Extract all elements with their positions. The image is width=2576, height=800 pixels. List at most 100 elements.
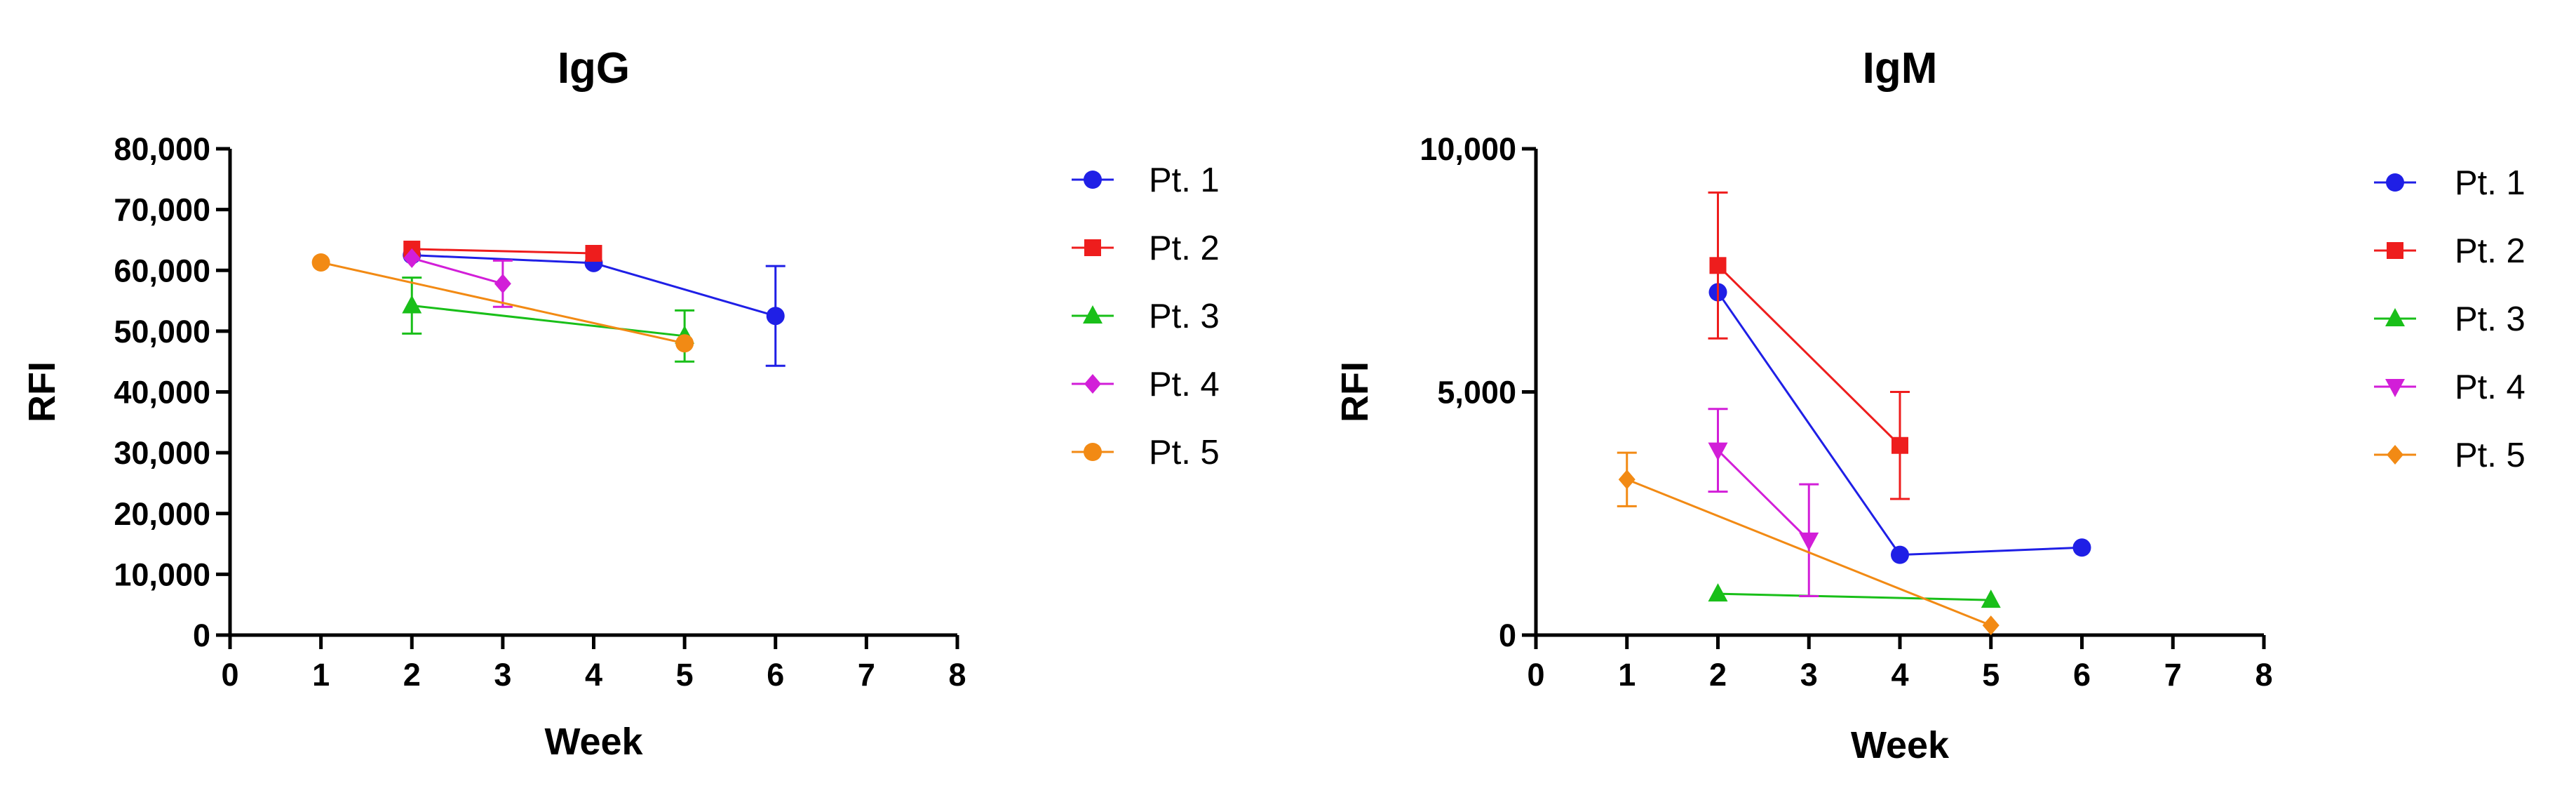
chart-title: IgG [558,44,630,93]
series-pt-1 [403,246,785,367]
series-pt-5 [1617,451,2000,636]
legend-label: Pt. 3 [2455,300,2526,338]
x-tick-label: 6 [2073,657,2091,693]
series-pt-3 [1708,583,2001,608]
legend-item-pt-4: Pt. 4 [2374,368,2526,406]
legend-item-pt-2: Pt. 2 [1072,229,1220,267]
y-tick-label: 5,000 [1437,375,1516,411]
data-point [1799,532,1819,551]
chart-panel-1: IgG 0 1 2 3 4 5 6 7 8 0 10,000 20,000 30,000 40,000 50,… [21,44,1220,763]
series-line [412,305,685,338]
data-point [494,274,511,294]
legend-label: Pt. 2 [1149,229,1220,267]
y-tick-label: 50,000 [114,314,210,349]
data-point [1891,545,1909,564]
data-point [311,253,330,272]
chart-title: IgM [1863,44,1938,93]
y-tick-label: 30,000 [114,435,210,471]
data-point [766,307,785,326]
data-point [585,244,602,262]
data-point [1891,436,1908,454]
data-point [1982,615,2000,636]
legend-item-pt-5: Pt. 5 [2374,436,2526,474]
legend-marker [2385,379,2405,397]
x-tick-label: 3 [494,657,511,693]
series-line [1717,265,1901,446]
y-tick-label: 10,000 [114,556,210,592]
data-point [403,248,421,268]
series-pt-2 [1708,191,1910,500]
data-point [2072,538,2091,557]
legend-item-pt-1: Pt. 1 [2374,164,2526,202]
x-tick-label: 5 [1982,657,2000,693]
x-tick-label: 4 [1891,657,1908,693]
x-tick-label: 4 [585,657,602,693]
data-point [675,334,694,353]
legend-label: Pt. 4 [2455,368,2526,406]
x-axis-label: Week [544,721,643,763]
series-pt-4 [403,248,513,308]
series-line [1718,592,1991,601]
legend-item-pt-1: Pt. 1 [1072,161,1220,199]
x-tick-label: 2 [403,657,421,693]
legend-marker [1084,171,1102,189]
y-tick-label: 80,000 [114,131,210,167]
x-tick-label: 6 [767,657,784,693]
x-tick-label: 1 [312,657,330,693]
x-tick-label: 3 [1800,657,1818,693]
legend-marker [2385,308,2405,326]
series-pt-5 [311,253,694,353]
y-tick-label: 10,000 [1420,131,1516,167]
series-line [412,248,594,255]
y-axis-label: RFI [21,361,63,422]
x-tick-label: 7 [2164,657,2182,693]
data-point [1618,469,1636,490]
x-tick-label: 8 [2255,657,2272,693]
x-tick-label: 0 [1527,657,1544,693]
x-tick-label: 5 [676,657,694,693]
legend-label: Pt. 1 [1149,161,1220,199]
legend-marker [1084,443,1102,461]
legend-item-pt-5: Pt. 5 [1072,434,1220,472]
y-axis-label: RFI [1334,361,1376,422]
legend-item-pt-4: Pt. 4 [1072,366,1220,404]
legend-label: Pt. 3 [1149,298,1220,335]
legend-marker [2387,242,2403,259]
legend-item-pt-2: Pt. 2 [2374,232,2526,270]
x-tick-label: 8 [948,657,966,693]
y-tick-label: 0 [193,618,210,653]
legend-label: Pt. 5 [1149,434,1220,472]
y-tick-label: 40,000 [114,375,210,411]
legend-item-pt-3: Pt. 3 [1072,298,1220,335]
series-pt-4 [1708,408,1819,598]
legend-label: Pt. 1 [2455,164,2526,202]
legend-item-pt-3: Pt. 3 [2374,300,2526,338]
x-tick-label: 1 [1618,657,1636,693]
y-tick-label: 0 [1499,618,1516,653]
legend-marker [1083,305,1102,324]
series-line [1717,449,1810,541]
legend-marker [1084,239,1101,256]
data-point [402,295,422,314]
series-line [411,257,504,285]
data-point [1709,257,1727,274]
series-line [1626,478,1992,627]
data-point [1708,442,1728,461]
x-axis-label: Week [1851,724,1950,766]
data-point [1708,583,1728,602]
series-pt-2 [403,240,602,262]
legend-label: Pt. 2 [2455,232,2526,270]
x-tick-label: 2 [1709,657,1727,693]
series-pt-1 [1708,283,2091,564]
chart-panel-2: IgM 0 1 2 3 4 5 6 7 8 0 5,000 10,000 Week RFI Pt. 1 Pt. … [1334,44,2526,766]
y-tick-label: 20,000 [114,496,210,532]
series-line [321,261,685,345]
legend-label: Pt. 5 [2455,436,2526,474]
x-tick-label: 7 [858,657,875,693]
legend-marker [1084,374,1101,394]
y-tick-label: 70,000 [114,192,210,228]
x-tick-label: 0 [221,657,238,693]
legend-marker [2386,173,2404,192]
